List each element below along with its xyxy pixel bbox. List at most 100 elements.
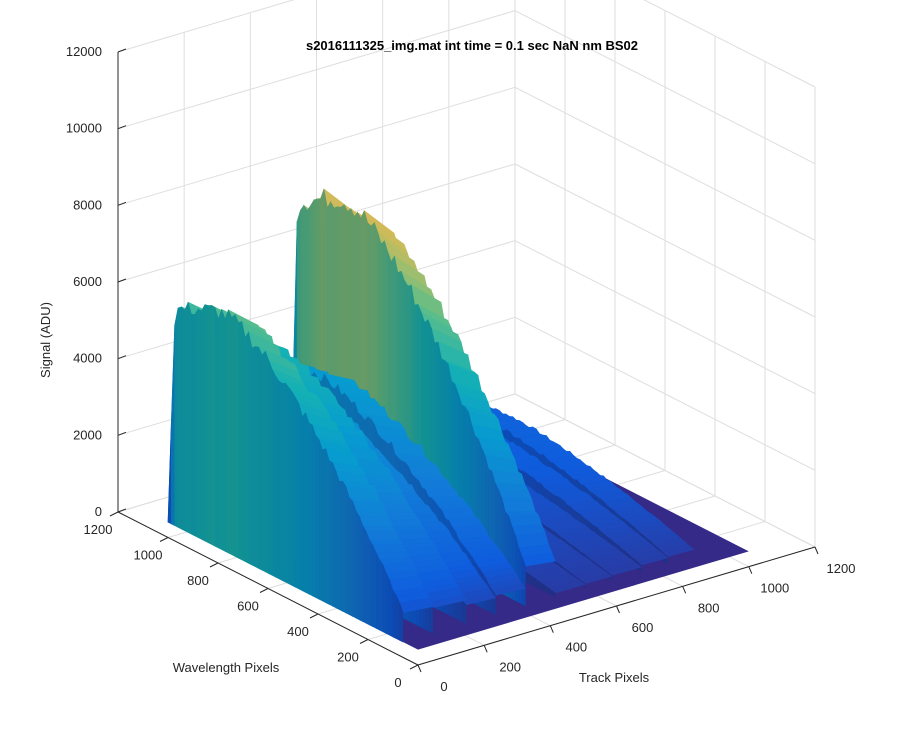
surface-facet — [181, 306, 186, 532]
surface-facet — [498, 489, 533, 500]
surface-facet — [231, 313, 236, 557]
surface-facet — [301, 412, 306, 593]
y-tick-label: 200 — [337, 650, 359, 665]
surface-facet — [211, 304, 216, 547]
z-tick-label: 12000 — [66, 44, 102, 59]
y-tick — [209, 562, 219, 568]
surface-facet — [399, 602, 404, 643]
labels: s2016111325_img.mat int time = 0.1 sec N… — [38, 38, 650, 685]
x-tick-label: 1200 — [827, 561, 856, 576]
x-axis-label: Track Pixels — [579, 670, 650, 685]
surface-facet — [551, 590, 556, 598]
surface-facet — [355, 509, 360, 621]
z-tick — [117, 201, 127, 206]
surface-facet — [382, 564, 387, 634]
x-tick-label: 0 — [440, 679, 447, 694]
surface-facet — [385, 572, 390, 636]
chart-title: s2016111325_img.mat int time = 0.1 sec N… — [306, 38, 638, 53]
surface-facet — [204, 304, 209, 544]
z-tick — [117, 278, 127, 283]
surface-facet — [298, 403, 303, 592]
surface-facet — [338, 480, 343, 612]
surface-facet — [167, 421, 172, 525]
y-tick — [109, 511, 119, 517]
surface-facet — [328, 460, 333, 607]
surface-facet — [365, 531, 370, 626]
z-tick-label: 8000 — [73, 197, 102, 212]
surface-facet — [322, 448, 327, 604]
surface-facet — [362, 525, 397, 532]
z-tick — [117, 355, 127, 360]
surface-facet — [268, 360, 273, 576]
surface-facet — [291, 390, 296, 588]
surface-facet — [234, 314, 239, 559]
grid-line — [514, 240, 816, 395]
surface-facet — [201, 304, 206, 542]
surface-facet — [248, 331, 253, 566]
x-tick — [748, 566, 753, 574]
surface-facet — [177, 306, 182, 530]
surface-facet — [315, 434, 320, 600]
surface-facet — [238, 321, 243, 561]
surface-facet — [171, 325, 176, 527]
surface-facet — [362, 524, 367, 624]
surface-facet — [508, 514, 543, 527]
surface-facet — [187, 302, 192, 535]
x-tick — [814, 546, 819, 555]
grid-line — [117, 86, 516, 206]
surface-facet — [214, 307, 219, 549]
surface-facet — [372, 545, 377, 629]
surface-facet — [359, 516, 364, 622]
surface-facet — [462, 599, 467, 624]
surface-facet — [221, 309, 226, 552]
surface — [167, 188, 749, 650]
surface-facet — [265, 351, 270, 575]
surface-facet — [365, 531, 400, 541]
surface-facet — [318, 439, 323, 602]
surface-facet — [332, 462, 337, 609]
z-tick-label: 6000 — [73, 274, 102, 289]
y-tick-label: 600 — [237, 599, 259, 614]
surface-facet — [224, 309, 229, 554]
x-tick-label: 200 — [499, 659, 521, 674]
surface-facet — [358, 515, 393, 527]
grid-line — [643, 0, 816, 88]
surface-facet — [352, 500, 357, 619]
surface-facet — [429, 601, 434, 634]
surface-facet — [278, 380, 283, 581]
x-tick-label: 400 — [565, 640, 587, 655]
surface-facet — [261, 350, 266, 573]
surface-facet — [348, 497, 353, 617]
surface-facet — [288, 386, 293, 587]
surface-facet — [275, 374, 280, 580]
grid-line — [117, 10, 516, 130]
surface-facet — [515, 535, 519, 603]
surface-facet — [191, 314, 196, 537]
surface-facet — [417, 480, 453, 488]
z-tick — [117, 125, 127, 130]
grid-line — [514, 86, 816, 241]
y-tick — [159, 537, 169, 542]
y-tick-label: 1000 — [134, 548, 163, 563]
surface-facet — [258, 346, 263, 571]
surface-facet — [184, 302, 189, 533]
surface-facet — [369, 539, 374, 628]
surface-facet — [271, 369, 276, 578]
surface-facet — [244, 330, 249, 564]
surface-facet — [531, 575, 536, 588]
surface-facet — [308, 422, 313, 597]
surface-facet — [392, 589, 397, 640]
z-tick — [117, 431, 127, 436]
z-tick — [117, 508, 127, 513]
surface-facet — [501, 498, 536, 513]
x-tick-label: 800 — [698, 600, 720, 615]
surface-facet — [345, 486, 350, 616]
surface-facet — [281, 383, 286, 583]
x-tick — [682, 586, 687, 594]
surface-facet — [207, 305, 212, 545]
surface-facet — [241, 321, 246, 563]
track-ridge — [167, 301, 434, 643]
x-tick — [417, 664, 422, 673]
